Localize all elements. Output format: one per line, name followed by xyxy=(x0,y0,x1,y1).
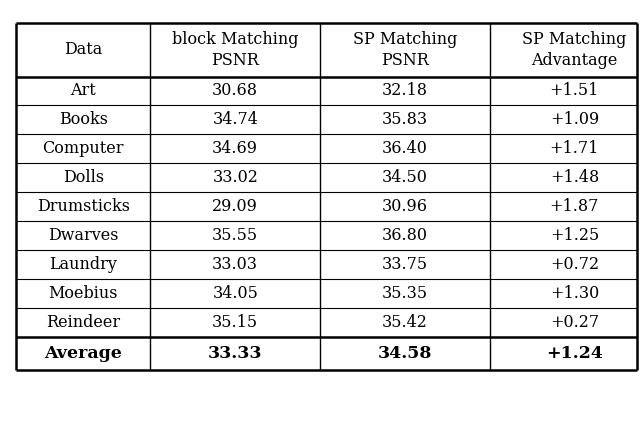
Text: 34.69: 34.69 xyxy=(212,140,258,157)
Text: Art: Art xyxy=(70,82,96,99)
Text: Moebius: Moebius xyxy=(49,285,118,302)
Text: 33.02: 33.02 xyxy=(212,169,258,186)
Text: 35.35: 35.35 xyxy=(381,285,428,302)
Text: 35.83: 35.83 xyxy=(381,111,428,128)
Text: +1.71: +1.71 xyxy=(550,140,599,157)
Text: Books: Books xyxy=(59,111,108,128)
Text: Reindeer: Reindeer xyxy=(46,314,120,331)
Text: +1.25: +1.25 xyxy=(550,227,599,244)
Text: SP Matching
PSNR: SP Matching PSNR xyxy=(353,31,457,69)
Text: SP Matching
Advantage: SP Matching Advantage xyxy=(522,31,627,69)
Text: 34.74: 34.74 xyxy=(212,111,258,128)
Text: +1.24: +1.24 xyxy=(546,345,603,362)
Text: block Matching
PSNR: block Matching PSNR xyxy=(172,31,298,69)
Text: 35.15: 35.15 xyxy=(212,314,259,331)
Text: 34.05: 34.05 xyxy=(212,285,258,302)
Text: +1.87: +1.87 xyxy=(550,198,599,215)
Text: +1.51: +1.51 xyxy=(550,82,599,99)
Text: 35.42: 35.42 xyxy=(382,314,428,331)
Text: 36.80: 36.80 xyxy=(382,227,428,244)
Text: +1.48: +1.48 xyxy=(550,169,599,186)
Text: +0.27: +0.27 xyxy=(550,314,599,331)
Text: Dwarves: Dwarves xyxy=(48,227,118,244)
Text: 33.75: 33.75 xyxy=(381,256,428,273)
Text: Data: Data xyxy=(64,42,102,59)
Text: 33.33: 33.33 xyxy=(208,345,262,362)
Text: Computer: Computer xyxy=(42,140,124,157)
Text: Average: Average xyxy=(44,345,122,362)
Text: 30.96: 30.96 xyxy=(382,198,428,215)
Text: 29.09: 29.09 xyxy=(212,198,258,215)
Text: 35.55: 35.55 xyxy=(212,227,259,244)
Text: +1.09: +1.09 xyxy=(550,111,599,128)
Text: Drumsticks: Drumsticks xyxy=(36,198,130,215)
Text: +0.72: +0.72 xyxy=(550,256,599,273)
Text: 34.50: 34.50 xyxy=(382,169,428,186)
Text: 33.03: 33.03 xyxy=(212,256,258,273)
Text: Dolls: Dolls xyxy=(63,169,104,186)
Text: Laundry: Laundry xyxy=(49,256,117,273)
Text: +1.30: +1.30 xyxy=(550,285,599,302)
Text: 32.18: 32.18 xyxy=(382,82,428,99)
Text: 34.58: 34.58 xyxy=(378,345,432,362)
Text: 30.68: 30.68 xyxy=(212,82,258,99)
Text: 36.40: 36.40 xyxy=(382,140,428,157)
